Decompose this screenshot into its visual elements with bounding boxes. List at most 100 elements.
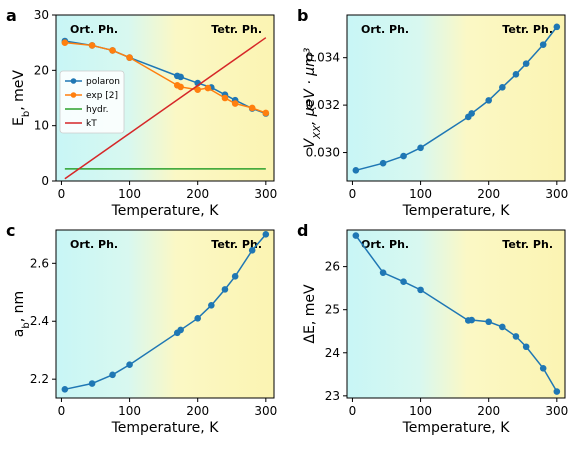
y-tick-label: 20: [34, 63, 49, 77]
phase-label-tetragonal: Tetr. Ph.: [211, 23, 262, 36]
data-point: [379, 159, 387, 167]
data-point: [248, 104, 256, 112]
y-tick-label: 0.034: [306, 51, 340, 65]
series-line-0: [64, 233, 267, 391]
legend-marker: [70, 92, 77, 98]
data-point: [177, 326, 184, 334]
phase-background: [347, 15, 565, 181]
data-point: [61, 386, 69, 393]
x-axis-label: Temperature, K: [402, 203, 511, 219]
y-tick-label: 23: [325, 389, 340, 403]
phase-label-tetragonal: Tetr. Ph.: [211, 238, 262, 251]
phase-background: [56, 230, 274, 398]
x-tick-label: 0: [58, 187, 66, 201]
data-point: [248, 246, 256, 254]
x-tick-label: 200: [477, 404, 500, 418]
legend-entry: hydr.: [86, 105, 108, 115]
axes-frame: [346, 229, 566, 399]
data-point: [512, 70, 520, 78]
data-point: [88, 380, 96, 387]
data-point: [194, 86, 201, 93]
y-tick-label: 25: [325, 303, 340, 317]
y-axis-label: ab, nm: [11, 291, 32, 337]
data-point: [177, 73, 184, 81]
x-tick-label: 200: [186, 187, 209, 201]
data-point: [553, 23, 561, 31]
data-point: [553, 388, 561, 395]
data-point: [512, 333, 520, 340]
legend-box: [59, 70, 125, 134]
y-axis-label: ΔE, meV: [302, 284, 318, 344]
y-tick-label: 0.030: [306, 146, 340, 160]
legend-entry: kT: [86, 119, 97, 129]
data-point: [109, 47, 116, 54]
data-point: [499, 323, 506, 331]
x-tick-label: 300: [254, 404, 277, 418]
axes-frame: [55, 229, 275, 399]
legend-marker: [70, 78, 77, 84]
x-tick-label: 100: [118, 187, 141, 201]
data-point: [468, 316, 475, 324]
panel-a: Ort. Ph. Tetr. Ph. 0 100 200 300 0 10 20 30 Temper…: [6, 6, 277, 219]
phase-label-orthorhombic: Ort. Ph.: [361, 238, 409, 251]
series-line-0: [355, 26, 558, 172]
data-point: [221, 94, 229, 102]
data-point: [499, 84, 506, 91]
x-axis-label: Temperature, K: [111, 203, 220, 219]
data-point: [208, 302, 215, 309]
panel-b: Ort. Ph. Tetr. Ph. 0 100 200 300 0.030 0.032 0.0…: [297, 6, 568, 219]
y-tick-label: 30: [34, 8, 49, 22]
data-point: [485, 318, 493, 326]
x-tick-label: 100: [118, 404, 141, 418]
x-tick-label: 300: [254, 187, 277, 201]
x-tick-label: 0: [349, 404, 357, 418]
data-point: [221, 286, 229, 293]
data-point: [400, 152, 407, 160]
x-tick-label: 0: [58, 404, 66, 418]
panel-letter-b: b: [297, 6, 308, 25]
data-point: [231, 273, 239, 280]
data-point: [539, 364, 547, 372]
data-point: [522, 343, 530, 351]
x-tick-label: 300: [545, 187, 568, 201]
y-axis-label: VXX, μeV · μm³: [302, 47, 323, 148]
data-point: [194, 315, 201, 322]
data-point: [204, 84, 212, 92]
data-point: [352, 167, 360, 174]
x-tick-label: 300: [545, 404, 568, 418]
data-point: [231, 100, 239, 107]
phase-label-tetragonal: Tetr. Ph.: [502, 23, 553, 36]
axes-frame: [55, 14, 275, 182]
x-axis-label: Temperature, K: [402, 420, 511, 436]
data-point: [126, 54, 133, 61]
series-line-kt: [64, 37, 267, 180]
phase-label-orthorhombic: Ort. Ph.: [70, 23, 118, 36]
x-tick-label: 200: [186, 404, 209, 418]
y-tick-label: 10: [34, 119, 49, 133]
data-point: [61, 39, 69, 46]
data-point: [379, 269, 387, 276]
legend-entry: polaron: [86, 77, 120, 87]
x-axis-label: Temperature, K: [111, 420, 220, 436]
x-tick-label: 100: [409, 404, 432, 418]
phase-label-orthorhombic: Ort. Ph.: [70, 238, 118, 251]
y-tick-label: 0: [41, 174, 49, 188]
x-tick-label: 0: [349, 187, 357, 201]
phase-label-tetragonal: Tetr. Ph.: [502, 238, 553, 251]
phase-background: [347, 230, 565, 398]
panel-letter-d: d: [297, 221, 308, 240]
panel-letter-a: a: [6, 6, 17, 25]
data-point: [539, 41, 547, 48]
y-tick-label: 0.032: [306, 98, 340, 112]
panel-c: Ort. Ph. Tetr. Ph. 0 100 200 300 2.2 2.4 2.6 Temp…: [6, 221, 277, 436]
x-tick-label: 100: [409, 187, 432, 201]
y-tick-label: 2.6: [30, 256, 49, 270]
y-tick-label: 2.2: [30, 372, 49, 386]
panel-letter-c: c: [6, 221, 15, 240]
x-tick-label: 200: [477, 187, 500, 201]
data-point: [485, 97, 493, 104]
legend: polaron exp [2] hydr. kT: [59, 70, 125, 134]
data-point: [352, 232, 360, 239]
data-point: [109, 371, 116, 379]
